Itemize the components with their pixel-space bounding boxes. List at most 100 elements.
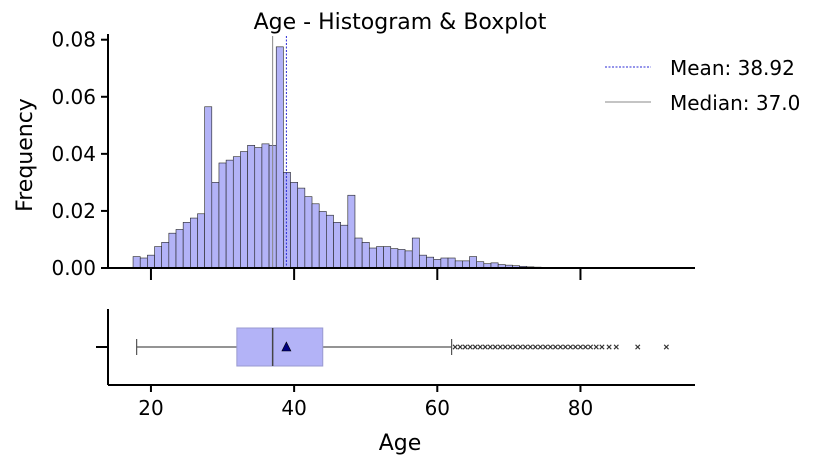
boxplot-outlier [543, 345, 547, 349]
boxplot-outlier [583, 345, 587, 349]
histogram-bar [298, 188, 305, 268]
histogram-bar [248, 145, 255, 268]
histogram-bar [427, 257, 434, 268]
histogram-bar [240, 152, 247, 268]
boxplot-outlier [478, 345, 482, 349]
boxplot-outlier [558, 345, 562, 349]
histogram-bar [305, 197, 312, 268]
histogram-bar [434, 259, 441, 268]
histogram-bar [362, 242, 369, 268]
boxplot-x-tick-label: 20 [138, 396, 163, 420]
boxplot-outlier [538, 345, 542, 349]
histogram-bar [262, 144, 269, 268]
boxplot-outlier [588, 345, 592, 349]
histogram-bar [455, 261, 462, 268]
boxplot-outlier [573, 345, 577, 349]
boxplot-box [237, 328, 323, 366]
histogram-bar [355, 238, 362, 268]
histogram-y-tick-label: 0.02 [51, 199, 96, 223]
boxplot-outlier [493, 345, 497, 349]
histogram-bar [441, 258, 448, 268]
boxplot-outlier [594, 345, 598, 349]
histogram-bar [169, 233, 176, 268]
histogram-bar [391, 249, 398, 268]
histogram-bar [197, 214, 204, 268]
histogram-axes: 0.00 0.02 0.04 0.06 0.08 [51, 28, 695, 280]
histogram-bar [384, 247, 391, 268]
boxplot-axes: 20 40 60 80 [96, 309, 695, 420]
histogram-bar [219, 163, 226, 268]
histogram-bar [291, 182, 298, 268]
histogram-bar [133, 257, 140, 268]
boxplot-outlier [548, 345, 552, 349]
histogram-bar [147, 255, 154, 268]
histogram-bar [462, 261, 469, 268]
histogram-bar [326, 215, 333, 268]
boxplot-outlier [503, 345, 507, 349]
boxplot-outlier [563, 345, 567, 349]
boxplot-outlier [508, 345, 512, 349]
histogram-bar [369, 248, 376, 268]
boxplot-outlier [468, 345, 472, 349]
x-axis-label: Age [379, 431, 422, 456]
boxplot-outlier [513, 345, 517, 349]
boxplot [137, 328, 669, 366]
histogram-bar [276, 47, 283, 268]
histogram-y-tick-label: 0.08 [51, 28, 96, 52]
boxplot-outlier [498, 345, 502, 349]
legend-median-label: Median: 37.0 [670, 91, 800, 115]
histogram-bar [348, 195, 355, 268]
histogram-bar [140, 258, 147, 268]
histogram-bar [470, 257, 477, 268]
histogram-bar [405, 251, 412, 268]
boxplot-outlier [636, 345, 640, 349]
histogram-bars [133, 47, 613, 268]
boxplot-outlier [473, 345, 477, 349]
boxplot-outlier [458, 345, 462, 349]
histogram-bar [183, 222, 190, 268]
chart-title: Age - Histogram & Boxplot [254, 10, 547, 35]
boxplot-outlier [518, 345, 522, 349]
histogram-y-tick-label: 0.04 [51, 142, 96, 166]
histogram-bar [319, 211, 326, 268]
histogram-bar [419, 255, 426, 268]
boxplot-outlier [523, 345, 527, 349]
boxplot-outlier [528, 345, 532, 349]
y-axis-label: Frequency [13, 98, 38, 212]
histogram-bar [226, 160, 233, 268]
histogram-bar [205, 107, 212, 268]
histogram-bar [376, 247, 383, 268]
boxplot-outlier [463, 345, 467, 349]
boxplot-outlier [533, 345, 537, 349]
histogram-bar [412, 238, 419, 268]
boxplot-outlier [568, 345, 572, 349]
boxplot-outlier [488, 345, 492, 349]
boxplot-outlier [453, 345, 457, 349]
boxplot-outlier [578, 345, 582, 349]
boxplot-outlier [614, 345, 618, 349]
legend-mean-label: Mean: 38.92 [670, 56, 795, 80]
histogram-bar [398, 249, 405, 268]
histogram-bar [212, 182, 219, 268]
histogram-bar [312, 204, 319, 268]
histogram-bar [283, 172, 290, 268]
boxplot-x-tick-label: 80 [568, 396, 593, 420]
histogram-bar [333, 222, 340, 268]
histogram-y-tick-label: 0.00 [51, 256, 96, 280]
histogram-bar [255, 148, 262, 268]
boxplot-outlier [664, 345, 668, 349]
histogram-y-tick-label: 0.06 [51, 85, 96, 109]
boxplot-x-tick-label: 60 [425, 396, 450, 420]
boxplot-outlier [600, 345, 604, 349]
histogram-bar [341, 225, 348, 268]
histogram-bar [233, 157, 240, 268]
histogram-bar [176, 229, 183, 268]
histogram-bar [448, 258, 455, 268]
histogram-bar [190, 218, 197, 268]
histogram-bar [162, 242, 169, 268]
boxplot-x-tick-label: 40 [281, 396, 306, 420]
boxplot-outlier [483, 345, 487, 349]
boxplot-outlier [607, 345, 611, 349]
legend: Mean: 38.92 Median: 37.0 [605, 56, 800, 115]
